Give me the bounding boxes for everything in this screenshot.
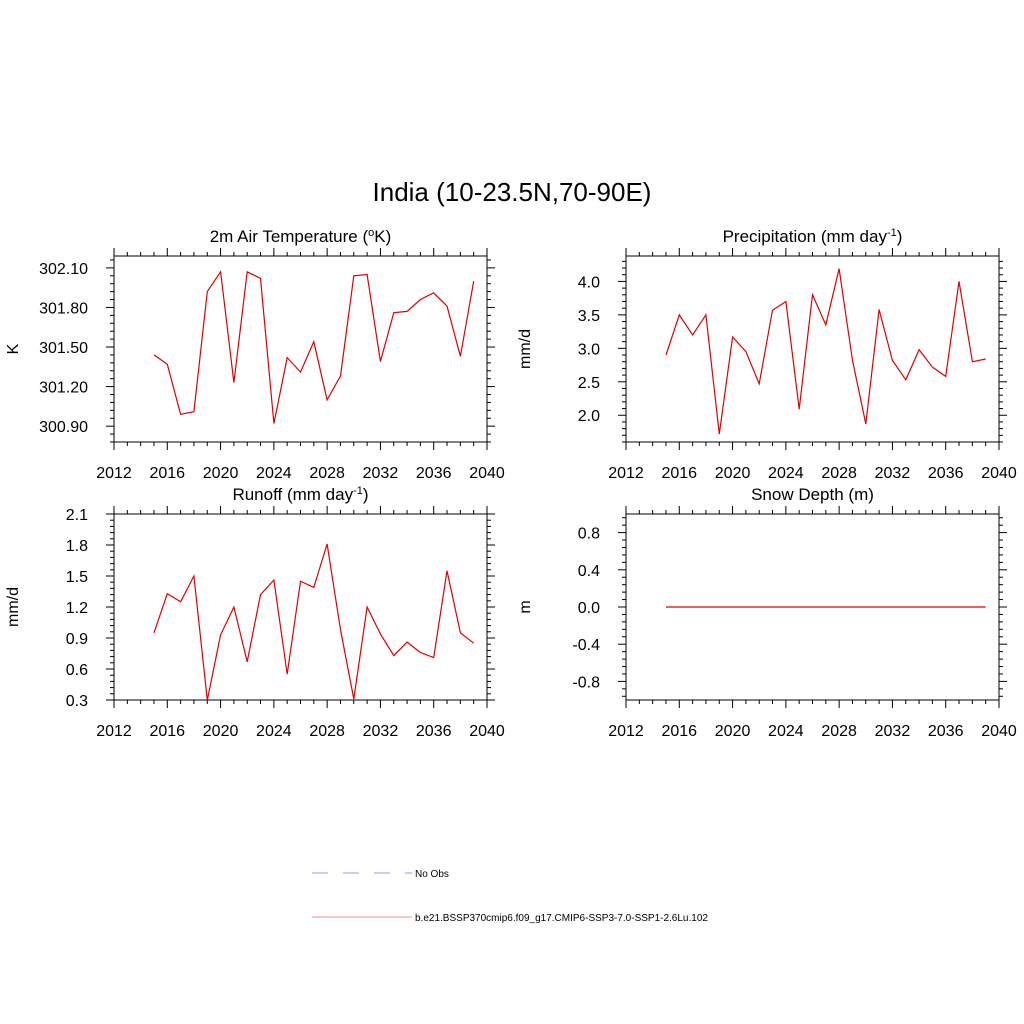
y-tick-label: 0.0 [578, 600, 600, 617]
x-tick-label: 2016 [149, 465, 185, 482]
y-tick-label: 1.8 [66, 538, 88, 555]
figure-title: India (10-23.5N,70-90E) [373, 177, 652, 207]
y-tick-label: -0.4 [572, 637, 600, 654]
y-tick-label: -0.8 [572, 674, 600, 691]
y-tick-label: 301.80 [39, 300, 88, 317]
x-tick-label: 2024 [256, 723, 292, 740]
x-tick-label: 2040 [469, 465, 505, 482]
legend-label: No Obs [415, 869, 449, 880]
panel-2: Precipitation (mm day-1) mm/d 2012 2016 2020… [517, 227, 1017, 482]
y-tick-label: 301.50 [39, 340, 88, 357]
legend-label: b.e21.BSSP370cmip6.f09_g17.CMIP6-SSP3-7.… [415, 913, 708, 924]
x-tick-label: 2020 [203, 723, 239, 740]
y-tick-label: 0.6 [66, 662, 88, 679]
x-tick-label: 2024 [768, 723, 804, 740]
x-tick-label: 2012 [96, 723, 132, 740]
y-axis-label: K [5, 343, 22, 354]
legend: No Obs b.e21.BSSP370cmip6.f09_g17.CMIP6-S… [312, 869, 708, 924]
panel-title: Precipitation (mm day-1) [723, 227, 903, 246]
panel-4: Snow Depth (m) m 2012 2016 2020 2024 2028 2032 2… [517, 485, 1017, 740]
x-tick-label: 2036 [928, 723, 964, 740]
x-tick-label: 2040 [981, 465, 1017, 482]
x-tick-label: 2032 [363, 723, 399, 740]
panel-title: Runoff (mm day-1) [232, 485, 368, 504]
x-tick-label: 2032 [875, 465, 911, 482]
x-tick-label: 2020 [715, 465, 751, 482]
y-tick-label: 0.4 [578, 563, 600, 580]
x-tick-label: 2024 [256, 465, 292, 482]
y-tick-label: 1.5 [66, 569, 88, 586]
y-tick-label: 300.90 [39, 419, 88, 436]
panel-title: Snow Depth (m) [751, 485, 874, 504]
y-tick-label: 0.8 [578, 526, 600, 543]
x-tick-label: 2028 [821, 723, 857, 740]
series-line [153, 270, 475, 424]
x-tick-label: 2028 [821, 465, 857, 482]
y-tick-label: 4.0 [578, 274, 600, 291]
x-tick-label: 2032 [875, 723, 911, 740]
y-tick-label: 1.2 [66, 600, 88, 617]
x-tick-label: 2028 [309, 723, 345, 740]
x-tick-label: 2040 [981, 723, 1017, 740]
panel-3: Runoff (mm day-1) mm/d 2012 2016 2020 2024 202… [5, 485, 505, 740]
x-tick-label: 2020 [203, 465, 239, 482]
x-tick-label: 2012 [96, 465, 132, 482]
y-axis-label: m [517, 600, 534, 613]
y-axis-label: mm/d [517, 329, 534, 369]
y-tick-label: 2.0 [578, 408, 600, 425]
x-tick-label: 2036 [928, 465, 964, 482]
y-tick-label: 0.3 [66, 693, 88, 710]
x-tick-label: 2028 [309, 465, 345, 482]
y-tick-label: 3.0 [578, 341, 600, 358]
x-tick-label: 2012 [608, 723, 644, 740]
series-line [153, 543, 475, 701]
series-line [665, 268, 986, 435]
x-tick-label: 2040 [469, 723, 505, 740]
y-tick-label: 302.10 [39, 261, 88, 278]
x-tick-label: 2024 [768, 465, 804, 482]
x-tick-label: 2016 [149, 723, 185, 740]
x-tick-label: 2016 [661, 465, 697, 482]
x-tick-label: 2012 [608, 465, 644, 482]
x-tick-label: 2032 [363, 465, 399, 482]
y-tick-label: 2.1 [66, 507, 88, 524]
y-tick-label: 0.9 [66, 631, 88, 648]
y-axis-label: mm/d [5, 587, 22, 627]
x-tick-label: 2016 [661, 723, 697, 740]
x-tick-label: 2036 [416, 465, 452, 482]
y-tick-label: 301.20 [39, 380, 88, 397]
y-tick-label: 3.5 [578, 308, 600, 325]
panel-title: 2m Air Temperature (oK) [210, 227, 392, 246]
x-tick-label: 2020 [715, 723, 751, 740]
y-tick-label: 2.5 [578, 375, 600, 392]
panel-1: 2m Air Temperature (oK) K 2012 2016 2020 2024… [5, 227, 505, 482]
x-tick-label: 2036 [416, 723, 452, 740]
